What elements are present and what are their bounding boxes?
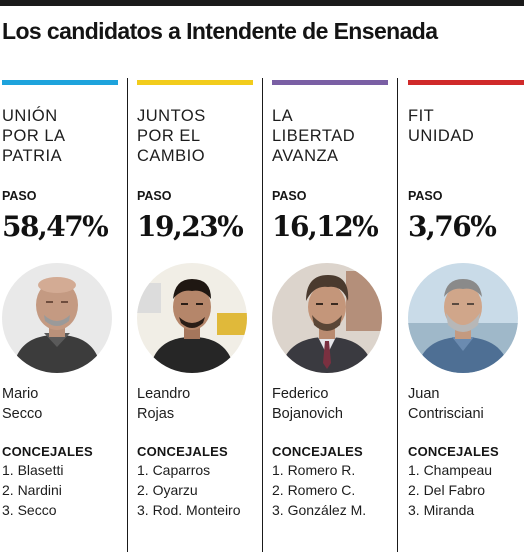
party-name: LA LIBERTAD AVANZA [272,106,355,166]
paso-percentage: 19,23% [137,210,244,243]
concejales-label: CONCEJALES [408,444,499,459]
party-name-line: LIBERTAD [272,127,356,145]
party-name: FIT UNIDAD [408,106,474,146]
party-name-line: UNIDAD [408,127,475,145]
list-item: 3. Rod. Monteiro [137,502,241,518]
column-divider [127,78,128,552]
candidate-last-name: Contrisciani [408,406,484,422]
paso-percentage: 16,12% [272,210,379,243]
concejales-list: 1. Romero R. 2. Romero C. 3. González M. [272,460,366,520]
list-item: 3. Secco [2,502,57,518]
candidate-last-name: Bojanovich [272,406,343,422]
concejales-list: 1. Champeau 2. Del Fabro 3. Miranda [408,460,492,520]
candidate-column-juntos-por-el-cambio: JUNTOS POR EL CAMBIO PASO 19,23% Leandro… [137,80,257,550]
top-rule [0,0,524,6]
concejales-label: CONCEJALES [137,444,228,459]
party-name-line: POR LA [2,127,66,145]
candidate-last-name: Rojas [137,406,175,422]
party-color-bar [272,80,388,85]
party-name-line: LA [272,107,294,125]
party-name-line: UNIÓN [2,107,58,125]
party-name: JUNTOS POR EL CAMBIO [137,106,206,166]
party-color-bar [137,80,253,85]
portrait-man-suit-icon [272,263,382,373]
concejales-list: 1. Caparros 2. Oyarzu 3. Rod. Monteiro [137,460,241,520]
paso-percentage: 58,47% [2,210,109,243]
paso-label: PASO [272,189,307,203]
party-name-line: CAMBIO [137,147,206,165]
candidate-name: Juan Contrisciani [408,384,484,424]
party-name-line: AVANZA [272,147,339,165]
candidate-name: Mario Secco [2,384,42,424]
party-name: UNIÓN POR LA PATRIA [2,106,66,166]
list-item: 3. González M. [272,502,367,518]
candidate-last-name: Secco [2,406,43,422]
list-item: 2. Del Fabro [408,482,486,498]
list-item: 3. Miranda [408,502,475,518]
party-name-line: FIT [408,107,435,125]
column-divider [397,78,398,552]
portrait-gray-beard-icon [408,263,518,373]
list-item: 1. Blasetti [2,462,64,478]
candidate-column-fit-unidad: FIT UNIDAD PASO 3,76% Juan Contrisciani … [408,80,524,550]
paso-label: PASO [2,189,37,203]
party-name-line: POR EL [137,127,201,145]
concejales-list: 1. Blasetti 2. Nardini 3. Secco [2,460,63,520]
list-item: 1. Champeau [408,462,493,478]
list-item: 1. Caparros [137,462,211,478]
list-item: 2. Nardini [2,482,62,498]
list-item: 2. Romero C. [272,482,356,498]
candidate-name: Federico Bojanovich [272,384,343,424]
list-item: 1. Romero R. [272,462,356,478]
candidate-column-union-por-la-patria: UNIÓN POR LA PATRIA PASO 58,47% Mario Se… [2,80,122,550]
candidate-first-name: Juan [408,386,440,402]
paso-label: PASO [408,189,443,203]
party-color-bar [408,80,524,85]
party-name-line: JUNTOS [137,107,206,125]
concejales-label: CONCEJALES [2,444,93,459]
party-name-line: PATRIA [2,147,63,165]
paso-label: PASO [137,189,172,203]
page-title: Los candidatos a Intendente de Ensenada [2,18,438,44]
paso-percentage: 3,76% [408,210,497,243]
list-item: 2. Oyarzu [137,482,198,498]
concejales-label: CONCEJALES [272,444,363,459]
candidate-first-name: Mario [2,386,39,402]
party-color-bar [2,80,118,85]
candidate-column-la-libertad-avanza: LA LIBERTAD AVANZA PASO 16,12% Federico … [272,80,392,550]
portrait-young-man-icon [137,263,247,373]
candidate-first-name: Federico [272,386,329,402]
candidate-name: Leandro Rojas [137,384,190,424]
candidate-first-name: Leandro [137,386,191,402]
portrait-bald-man-icon [2,263,112,373]
column-divider [262,78,263,552]
